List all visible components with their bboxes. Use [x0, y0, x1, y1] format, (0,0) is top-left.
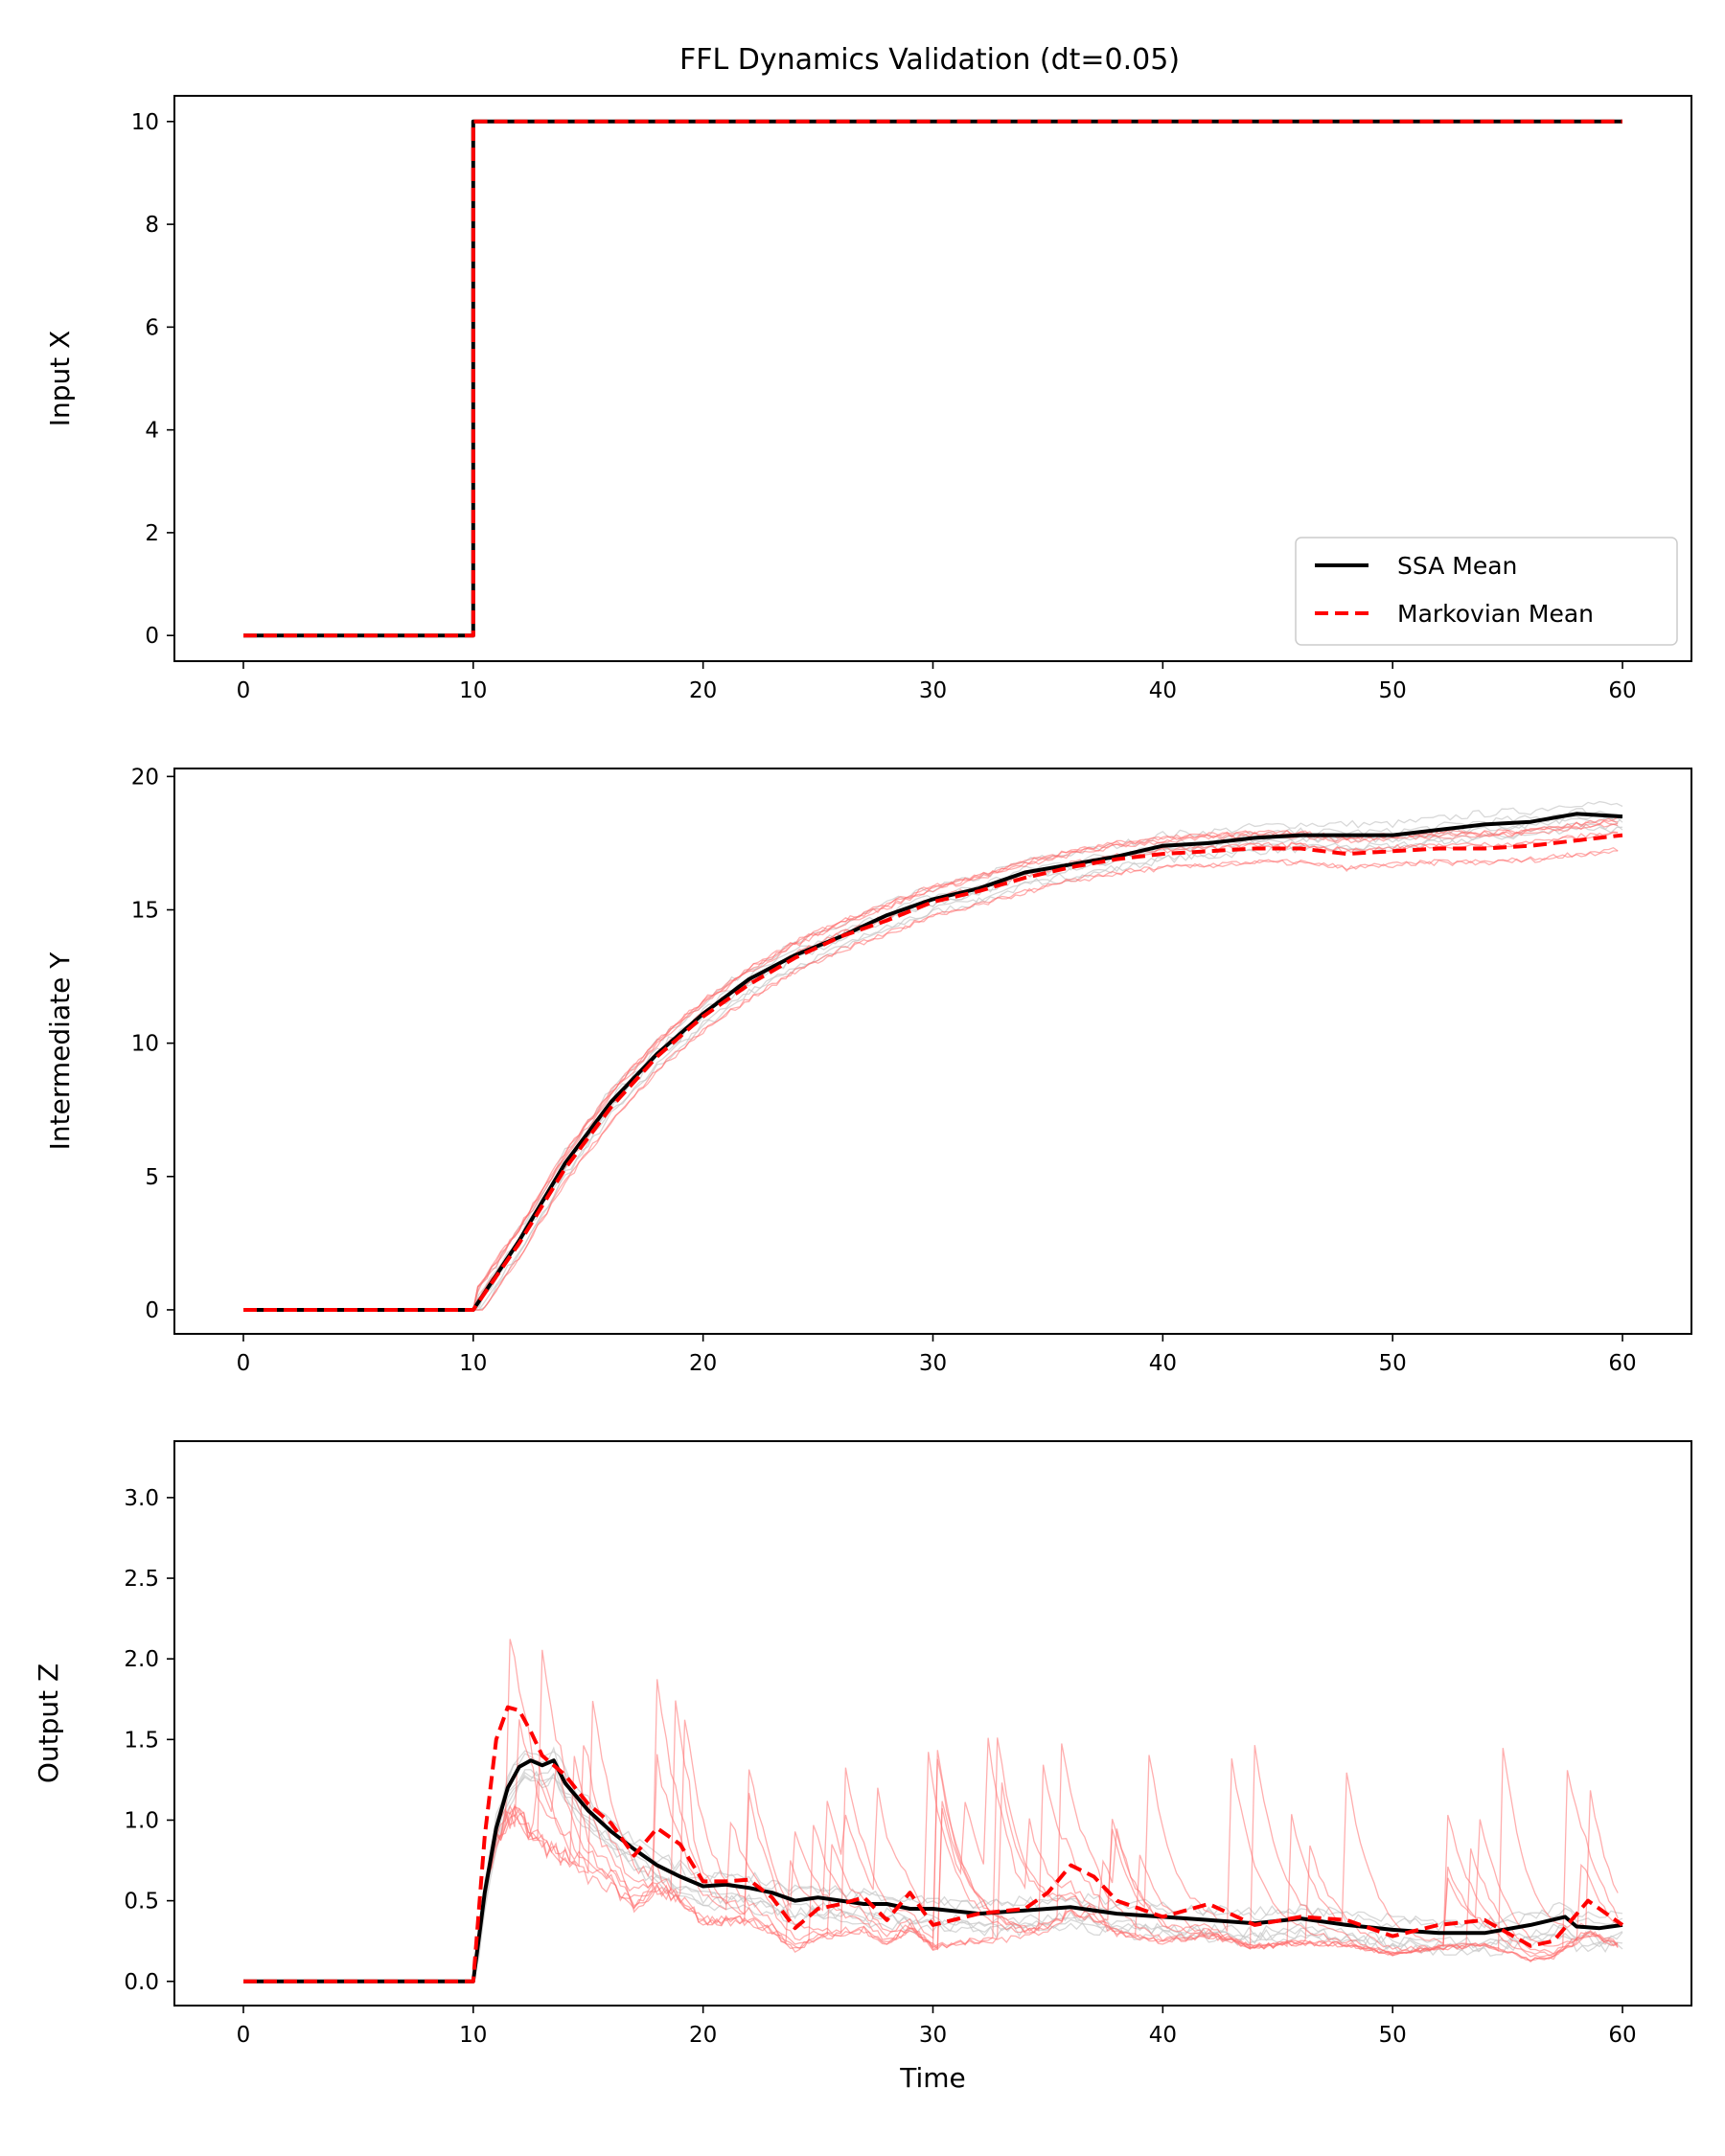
x-tick-label: 10 [459, 678, 487, 703]
y-tick-label: 2.0 [124, 1647, 159, 1672]
figure-title: FFL Dynamics Validation (dt=0.05) [679, 43, 1180, 77]
legend-box [1295, 537, 1678, 646]
x-tick-label: 30 [919, 678, 947, 703]
y-axis-label: Intermediate Y [44, 952, 76, 1151]
y-tick-label: 2 [145, 521, 159, 546]
x-tick-label: 10 [459, 1351, 487, 1376]
x-tick-label: 0 [237, 1351, 251, 1376]
y-tick-label: 20 [131, 765, 159, 790]
x-tick-label: 0 [237, 678, 251, 703]
x-tick-label: 60 [1608, 1351, 1636, 1376]
y-tick-label: 15 [131, 899, 159, 924]
x-tick-label: 60 [1608, 678, 1636, 703]
x-tick-label: 40 [1149, 2023, 1177, 2048]
x-tick-label: 30 [919, 1351, 947, 1376]
y-tick-label: 8 [145, 213, 159, 238]
panel-3: 0 10 20 30 40 50 60 0.0 0.5 1.0 1.5 2.0 2.5 3.0 Output… [33, 1440, 1692, 2094]
markov-mean-line [243, 1705, 1624, 1984]
y-tick-label: 10 [131, 1032, 159, 1057]
x-tick-label: 30 [919, 2023, 947, 2048]
y-tick-label: 0.5 [124, 1890, 159, 1915]
y-tick-label: 1.5 [124, 1728, 159, 1753]
markov-mean-line [243, 833, 1623, 1312]
x-tick-label: 40 [1149, 678, 1177, 703]
legend: SSA Mean Markovian Mean [1295, 537, 1678, 646]
x-tick-label: 10 [459, 2023, 487, 2048]
panel-1: 0 10 20 30 40 50 60 0 2 4 6 8 10 Input X [44, 95, 1692, 703]
x-tick-label: 20 [689, 1351, 717, 1376]
x-tick-label: 20 [689, 2023, 717, 2048]
y-tick-label: 6 [145, 315, 159, 340]
y-tick-label: 0.0 [124, 1970, 159, 1995]
x-tick-label: 60 [1608, 2023, 1636, 2048]
y-tick-label: 0 [145, 624, 159, 649]
legend-ssa-label: SSA Mean [1397, 552, 1517, 580]
y-tick-label: 4 [145, 419, 159, 444]
x-tick-label: 50 [1379, 678, 1407, 703]
y-tick-label: 1.0 [124, 1808, 159, 1833]
y-tick-label: 5 [145, 1165, 159, 1190]
x-axis-label: Time [899, 2062, 966, 2094]
legend-markov-label: Markovian Mean [1397, 600, 1594, 628]
ssa-mean-line [243, 1758, 1623, 1984]
x-tick-label: 0 [237, 2023, 251, 2048]
x-tick-label: 50 [1379, 2023, 1407, 2048]
y-tick-label: 10 [131, 110, 159, 135]
x-tick-label: 50 [1379, 1351, 1407, 1376]
y-tick-label: 2.5 [124, 1567, 159, 1592]
markov-mean-line [243, 119, 1622, 638]
panel-2: 0 10 20 30 40 50 60 0 5 10 15 20 Intermediate Y [44, 765, 1692, 1376]
y-axis-label: Input X [44, 331, 76, 427]
y-tick-label: 0 [145, 1298, 159, 1323]
y-tick-label: 3.0 [124, 1486, 159, 1511]
x-tick-label: 20 [689, 678, 717, 703]
ssa-mean-line [243, 812, 1623, 1312]
y-axis-label: Output Z [33, 1663, 64, 1783]
x-tick-label: 40 [1149, 1351, 1177, 1376]
